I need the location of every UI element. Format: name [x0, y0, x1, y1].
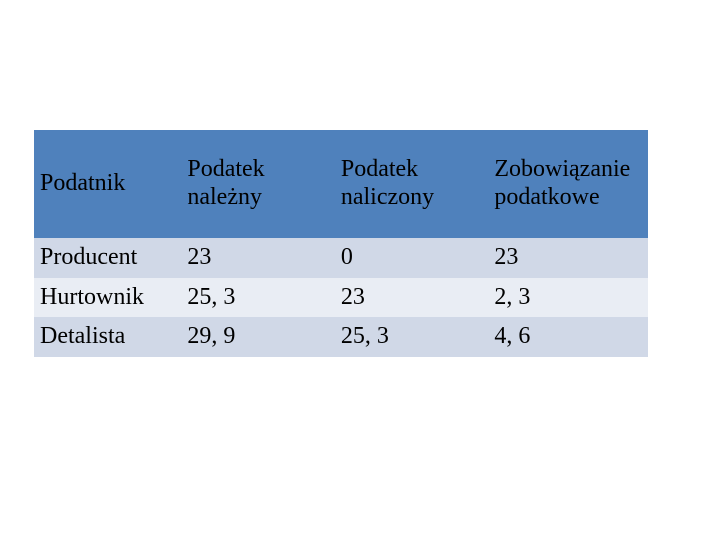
- cell: 25, 3: [335, 317, 489, 357]
- cell: 4, 6: [488, 317, 648, 357]
- cell: 0: [335, 238, 489, 278]
- table-body: Producent 23 0 23 Hurtownik 25, 3 23 2, …: [34, 238, 648, 357]
- cell: 29, 9: [181, 317, 335, 357]
- table: Podatnik Podatek należny Podatek naliczo…: [34, 130, 648, 357]
- table-header: Podatnik Podatek należny Podatek naliczo…: [34, 130, 648, 238]
- table-row: Hurtownik 25, 3 23 2, 3: [34, 278, 648, 318]
- cell: 2, 3: [488, 278, 648, 318]
- col-header-zobowiazanie: Zobowiązanie podatkowe: [488, 130, 648, 238]
- cell: Producent: [34, 238, 181, 278]
- cell: Detalista: [34, 317, 181, 357]
- table-row: Producent 23 0 23: [34, 238, 648, 278]
- table-row: Detalista 29, 9 25, 3 4, 6: [34, 317, 648, 357]
- col-header-nalezny: Podatek należny: [181, 130, 335, 238]
- tax-table: Podatnik Podatek należny Podatek naliczo…: [34, 130, 648, 357]
- col-header-podatnik: Podatnik: [34, 130, 181, 238]
- cell: 25, 3: [181, 278, 335, 318]
- cell: 23: [181, 238, 335, 278]
- cell: 23: [335, 278, 489, 318]
- col-header-naliczony: Podatek naliczony: [335, 130, 489, 238]
- cell: Hurtownik: [34, 278, 181, 318]
- cell: 23: [488, 238, 648, 278]
